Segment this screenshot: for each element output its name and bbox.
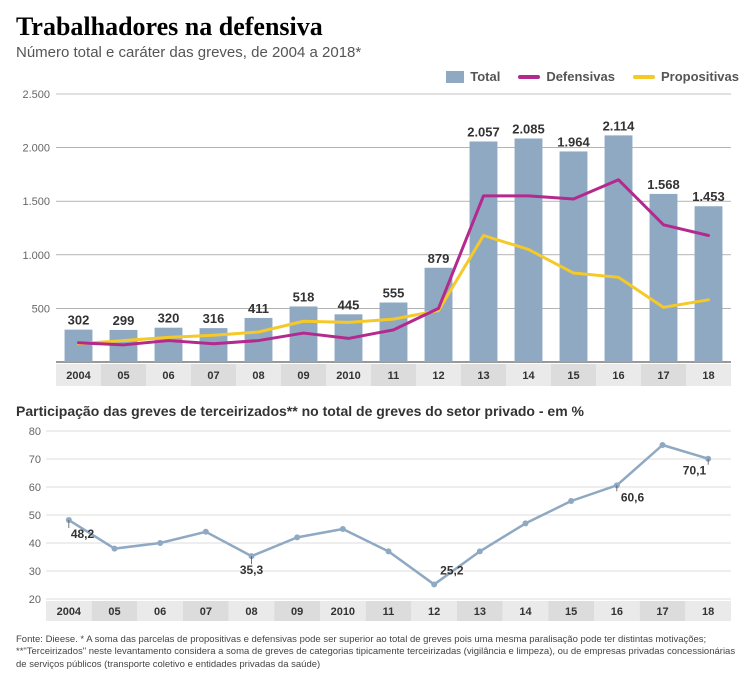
svg-text:11: 11 [388,370,400,382]
svg-text:60,6: 60,6 [621,490,645,504]
svg-text:13: 13 [477,370,489,382]
svg-text:08: 08 [245,606,257,618]
legend: Total Defensivas Propositivas [16,69,739,84]
svg-text:1.500: 1.500 [22,196,50,208]
svg-text:20: 20 [29,594,41,606]
svg-text:09: 09 [291,606,303,618]
svg-text:12: 12 [432,370,444,382]
svg-text:14: 14 [522,370,535,382]
svg-text:879: 879 [428,251,450,266]
svg-text:2004: 2004 [66,370,91,382]
svg-text:2.057: 2.057 [467,124,500,139]
legend-swatch-defensivas [518,75,540,79]
svg-text:302: 302 [68,313,90,328]
svg-text:2004: 2004 [57,606,82,618]
svg-text:320: 320 [158,311,180,326]
svg-text:05: 05 [117,370,129,382]
svg-text:2.000: 2.000 [22,143,50,155]
svg-text:48,2: 48,2 [71,527,95,541]
svg-text:518: 518 [293,289,315,304]
svg-text:35,3: 35,3 [240,563,264,577]
legend-swatch-propositivas [633,75,655,79]
svg-text:30: 30 [29,566,41,578]
legend-item-total: Total [446,69,500,84]
svg-text:05: 05 [108,606,120,618]
svg-text:2.114: 2.114 [603,118,636,133]
legend-label-total: Total [470,69,500,84]
svg-text:06: 06 [154,606,166,618]
legend-item-defensivas: Defensivas [518,69,615,84]
chart2-svg: 20 30 40 50 60 70 80 48,2 35,3 25,2 60,6 70,1 2004 05… [16,423,739,623]
svg-text:13: 13 [474,606,486,618]
svg-text:06: 06 [162,370,174,382]
svg-text:445: 445 [338,297,360,312]
svg-text:500: 500 [32,303,50,315]
svg-text:411: 411 [248,301,269,316]
svg-text:50: 50 [29,510,41,522]
svg-text:80: 80 [29,426,41,438]
svg-text:555: 555 [383,286,405,301]
svg-text:16: 16 [612,370,624,382]
svg-text:2010: 2010 [331,606,355,618]
svg-text:12: 12 [428,606,440,618]
chart-main: 500 1.000 1.500 2.000 2.500 302 299 320 316 411 51… [16,88,739,393]
svg-text:18: 18 [702,606,714,618]
page-title: Trabalhadores na defensiva [16,12,739,42]
page-subtitle: Número total e caráter das greves, de 20… [16,44,739,61]
svg-text:60: 60 [29,482,41,494]
svg-text:70,1: 70,1 [683,464,707,478]
legend-swatch-total [446,71,464,83]
svg-text:299: 299 [113,313,135,328]
chart-secondary: 20 30 40 50 60 70 80 48,2 35,3 25,2 60,6 70,1 2004 05… [16,423,739,628]
chart2-title: Participação das greves de terceirizados… [16,403,739,419]
svg-text:07: 07 [207,370,219,382]
svg-text:2.500: 2.500 [22,89,50,101]
svg-text:15: 15 [565,606,577,618]
svg-text:15: 15 [567,370,579,382]
svg-text:07: 07 [200,606,212,618]
svg-text:18: 18 [702,370,714,382]
footnote: Fonte: Dieese. * A soma das parcelas de … [16,634,739,671]
svg-text:70: 70 [29,454,41,466]
svg-text:08: 08 [252,370,264,382]
svg-text:09: 09 [297,370,309,382]
svg-text:11: 11 [383,606,395,618]
svg-text:40: 40 [29,538,41,550]
svg-text:316: 316 [203,311,225,326]
legend-label-defensivas: Defensivas [546,69,615,84]
svg-text:25,2: 25,2 [440,563,464,577]
svg-text:2010: 2010 [336,370,360,382]
svg-text:16: 16 [611,606,623,618]
svg-text:17: 17 [657,370,669,382]
svg-text:1.568: 1.568 [647,177,680,192]
svg-text:14: 14 [519,606,532,618]
chart1-svg: 500 1.000 1.500 2.000 2.500 302 299 320 316 411 51… [16,88,739,388]
legend-item-propositivas: Propositivas [633,69,739,84]
legend-label-propositivas: Propositivas [661,69,739,84]
svg-text:1.000: 1.000 [22,250,50,262]
svg-text:1.453: 1.453 [692,189,725,204]
svg-text:1.964: 1.964 [557,134,590,149]
svg-text:2.085: 2.085 [512,121,545,136]
svg-text:17: 17 [656,606,668,618]
